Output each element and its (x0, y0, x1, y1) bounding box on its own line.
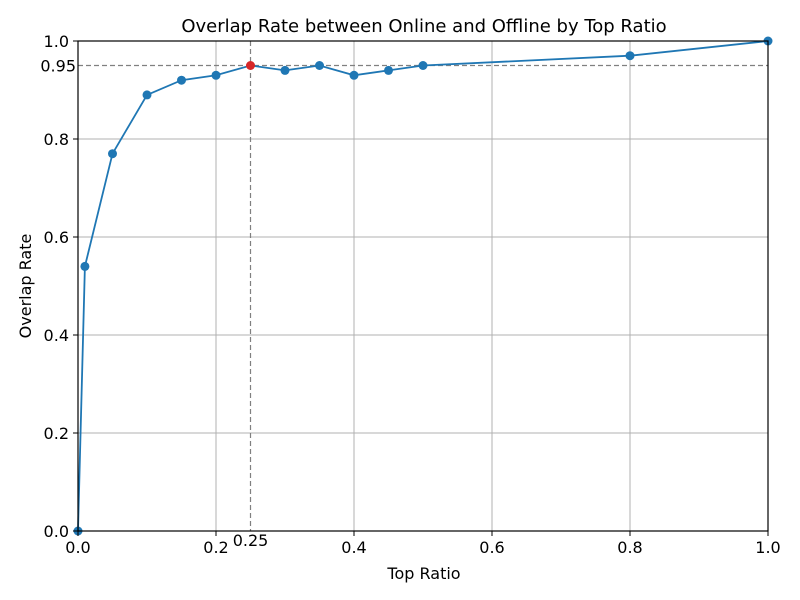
x-tick-label-0: 0.0 (65, 538, 90, 557)
series-line-0 (77, 40, 769, 532)
y-axis-label: Overlap Rate (16, 234, 35, 339)
axes-frame (77, 40, 769, 532)
x-tick-label-5: 1.0 (755, 538, 780, 557)
data-point-11 (418, 61, 428, 70)
grid-lines (77, 40, 769, 532)
chart-title: Overlap Rate between Online and Offline … (181, 16, 666, 37)
data-point-9 (349, 70, 359, 80)
plot-frame (77, 40, 769, 532)
data-point-4 (177, 75, 186, 85)
y-tick-label-0: 0.0 (44, 522, 69, 541)
highlight-point (246, 61, 255, 70)
data-point-5 (211, 70, 221, 80)
data-point-12 (625, 51, 635, 61)
axis-ticks: 0.0 0.2 0.4 0.6 0.8 1.0 0.0 0.2 0.4 0.6 0.8 1.0 0.95… (40, 32, 780, 557)
x-tick-label-1: 0.2 (203, 538, 228, 557)
y-tick-label-5: 1.0 (44, 32, 69, 51)
series-layer (73, 36, 773, 536)
y-tick-label-1: 0.2 (44, 424, 69, 443)
data-point-8 (315, 61, 324, 70)
x-axis-label: Top Ratio (386, 564, 460, 583)
data-point-7 (280, 65, 290, 75)
y-tick-label-2: 0.4 (44, 326, 69, 345)
reference-lines (78, 41, 768, 531)
data-point-10 (384, 65, 393, 75)
y-tick-label-4: 0.8 (44, 130, 69, 149)
data-point-1 (80, 261, 90, 271)
x-tick-label-2: 0.4 (341, 538, 366, 557)
reference-label-horizontal: 0.95 (40, 57, 76, 76)
data-point-2 (108, 149, 117, 159)
data-point-3 (142, 90, 152, 100)
x-tick-label-3: 0.6 (479, 538, 504, 557)
x-tick-label-4: 0.8 (617, 538, 642, 557)
y-tick-label-3: 0.6 (44, 228, 69, 247)
reference-label-vertical: 0.25 (233, 531, 269, 550)
